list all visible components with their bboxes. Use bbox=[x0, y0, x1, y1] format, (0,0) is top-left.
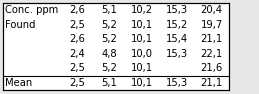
Text: 10,1: 10,1 bbox=[131, 34, 153, 44]
Text: 15,3: 15,3 bbox=[166, 5, 188, 15]
Text: 19,7: 19,7 bbox=[201, 20, 223, 30]
Text: 4,8: 4,8 bbox=[102, 49, 117, 59]
Text: 5,2: 5,2 bbox=[102, 20, 117, 30]
Text: 5,1: 5,1 bbox=[102, 5, 117, 15]
Text: 15,4: 15,4 bbox=[166, 34, 188, 44]
Text: Mean: Mean bbox=[5, 78, 32, 88]
FancyBboxPatch shape bbox=[3, 3, 229, 90]
Text: 5,2: 5,2 bbox=[102, 34, 117, 44]
Text: 2,5: 2,5 bbox=[69, 78, 85, 88]
Text: 21,1: 21,1 bbox=[201, 78, 223, 88]
Text: 10,0: 10,0 bbox=[131, 49, 153, 59]
Text: 2,6: 2,6 bbox=[69, 5, 85, 15]
Text: 5,1: 5,1 bbox=[102, 78, 117, 88]
Text: 10,2: 10,2 bbox=[131, 5, 153, 15]
Text: 15,2: 15,2 bbox=[166, 20, 188, 30]
Text: 15,3: 15,3 bbox=[166, 78, 188, 88]
Text: 2,6: 2,6 bbox=[69, 34, 85, 44]
Text: 2,5: 2,5 bbox=[69, 63, 85, 73]
Text: 21,6: 21,6 bbox=[201, 63, 223, 73]
Text: 10,1: 10,1 bbox=[131, 20, 153, 30]
Text: 10,1: 10,1 bbox=[131, 63, 153, 73]
Text: Conc. ppm: Conc. ppm bbox=[5, 5, 58, 15]
Text: 20,4: 20,4 bbox=[201, 5, 223, 15]
Text: 22,1: 22,1 bbox=[201, 49, 223, 59]
Text: 2,5: 2,5 bbox=[69, 20, 85, 30]
Text: 15,3: 15,3 bbox=[166, 49, 188, 59]
Text: 5,2: 5,2 bbox=[102, 63, 117, 73]
Text: 21,1: 21,1 bbox=[201, 34, 223, 44]
Text: 2,4: 2,4 bbox=[69, 49, 85, 59]
Text: 10,1: 10,1 bbox=[131, 78, 153, 88]
Text: Found: Found bbox=[5, 20, 35, 30]
